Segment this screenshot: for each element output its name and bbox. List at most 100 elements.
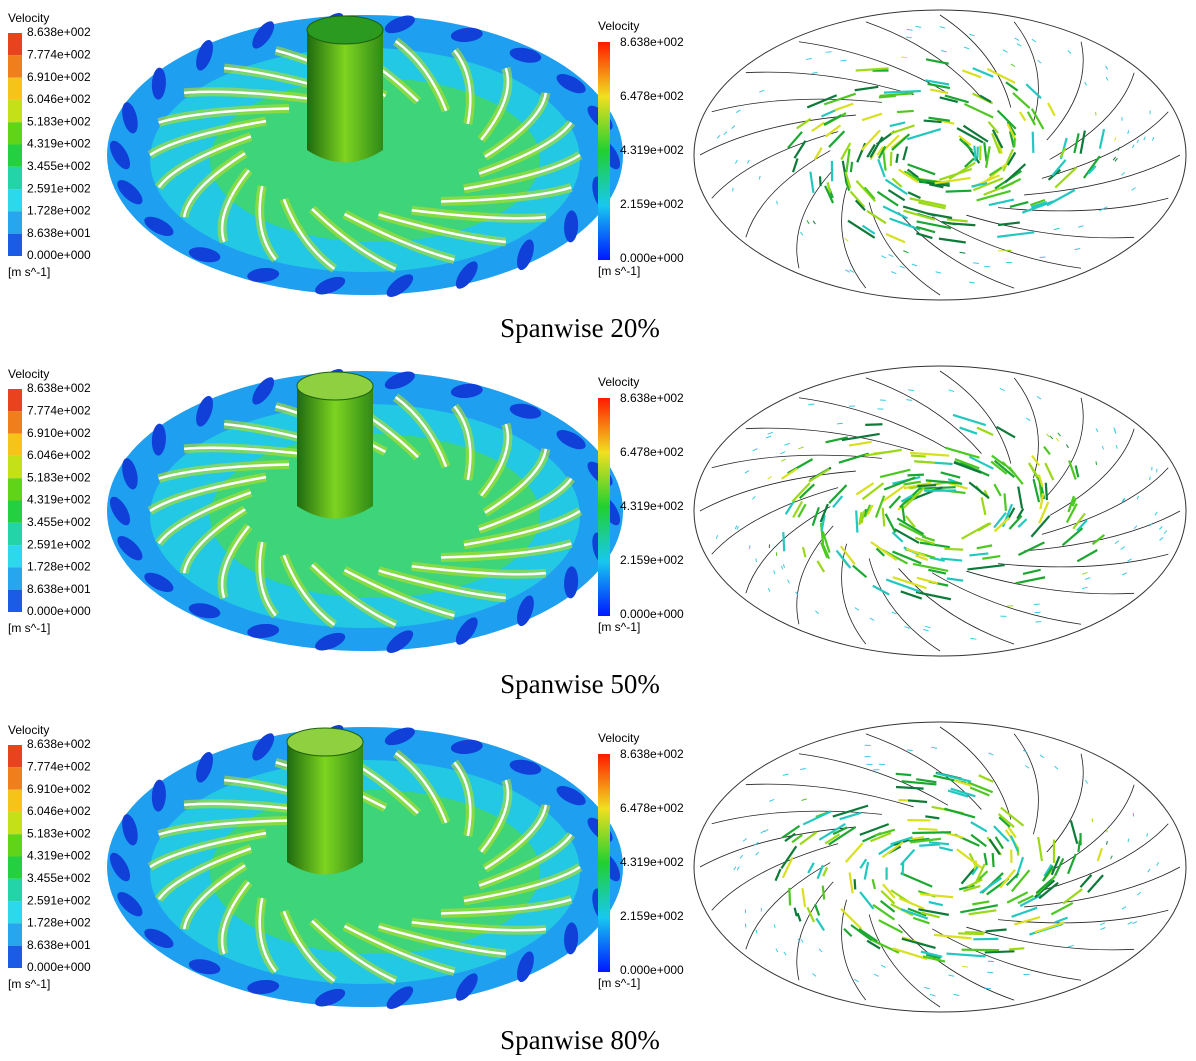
legend-label: 4.319e+002	[27, 137, 91, 151]
velocity-arrow	[984, 266, 990, 267]
legend-band	[8, 501, 22, 523]
velocity-arrow	[944, 549, 963, 550]
legend-label: 2.159e+002	[620, 553, 684, 567]
velocity-arrow	[865, 424, 882, 425]
hub-cylinder	[307, 30, 383, 163]
velocity-arrow	[820, 176, 821, 186]
legend-title: Velocity	[598, 375, 639, 389]
velocity-arrow	[855, 879, 856, 889]
legend-label: 6.046e+002	[27, 92, 91, 106]
legend-band	[8, 946, 22, 968]
velocity-arrow	[879, 96, 896, 97]
legend-label: 8.638e+001	[27, 582, 91, 596]
legend-label: 0.000e+000	[620, 607, 684, 621]
legend-label: 6.478e+002	[620, 89, 684, 103]
velocity-arrow	[777, 201, 778, 205]
legend-band	[8, 545, 22, 567]
legend-label: 2.159e+002	[620, 909, 684, 923]
caption: Spanwise 20%	[500, 313, 660, 343]
vector-disk	[694, 10, 1186, 300]
velocity-arrow	[1004, 493, 1005, 510]
velocity-arrow	[856, 510, 857, 532]
legend-band	[8, 100, 22, 122]
velocity-arrow	[891, 152, 892, 166]
legend-band	[8, 434, 22, 456]
legend-band	[8, 901, 22, 923]
velocity-arrow	[993, 853, 994, 867]
hub-cylinder	[297, 386, 373, 519]
hub-top	[287, 728, 363, 756]
legend-gradient	[598, 754, 610, 972]
legend-label: 1.728e+002	[27, 560, 91, 574]
hub-top	[297, 372, 373, 400]
legend-band	[8, 211, 22, 233]
figure: Velocity 8.638e+002 7.774e+002 6.910e+002 6.…	[0, 0, 1196, 1061]
velocity-arrow	[973, 263, 979, 264]
legend-band	[8, 834, 22, 856]
velocity-arrow	[908, 800, 927, 802]
legend-label: 8.638e+002	[620, 747, 684, 761]
legend-label: 8.638e+002	[620, 35, 684, 49]
legend-unit: [m s^-1]	[598, 620, 640, 634]
legend-label: 3.455e+002	[27, 515, 91, 529]
velocity-arrow	[826, 52, 832, 53]
velocity-arrow	[1046, 483, 1047, 500]
legend-label: 6.910e+002	[27, 70, 91, 84]
legend-unit: [m s^-1]	[8, 265, 50, 279]
velocity-arrow	[851, 162, 852, 172]
legend-label: 4.319e+002	[27, 493, 91, 507]
legend-unit: [m s^-1]	[8, 621, 50, 635]
legend-label: 6.046e+002	[27, 804, 91, 818]
velocity-arrow	[1009, 948, 1024, 949]
legend-label: 1.728e+002	[27, 916, 91, 930]
legend-band	[8, 590, 22, 612]
legend-label: 7.774e+002	[27, 403, 91, 417]
velocity-arrow	[896, 154, 897, 163]
legend-title: Velocity	[598, 19, 639, 33]
velocity-arrow	[919, 844, 940, 845]
velocity-arrow	[924, 121, 942, 122]
legend-label: 2.159e+002	[620, 197, 684, 211]
legend-label: 4.319e+002	[620, 499, 684, 513]
legend-label: 1.728e+002	[27, 204, 91, 218]
legend-label: 0.000e+000	[27, 604, 91, 618]
legend-label: 5.183e+002	[27, 114, 91, 128]
legend-band	[8, 523, 22, 545]
velocity-arrow	[907, 475, 924, 476]
legend-band	[8, 478, 22, 500]
hub-cylinder	[287, 742, 363, 875]
velocity-arrow	[1096, 461, 1097, 465]
legend-label: 4.319e+002	[620, 143, 684, 157]
legend-band	[8, 812, 22, 834]
velocity-arrow	[823, 886, 824, 900]
velocity-arrow	[897, 111, 914, 112]
caption: Spanwise 80%	[500, 1025, 660, 1055]
legend-title: Velocity	[8, 11, 49, 25]
legend-title: Velocity	[8, 723, 49, 737]
velocity-arrow	[917, 485, 936, 486]
legend-label: 6.046e+002	[27, 448, 91, 462]
velocity-arrow	[985, 951, 1015, 952]
velocity-arrow	[1147, 833, 1148, 837]
velocity-arrow	[946, 191, 972, 192]
vector-disk	[694, 366, 1186, 656]
legend-label: 3.455e+002	[27, 159, 91, 173]
legend-label: 5.183e+002	[27, 470, 91, 484]
velocity-arrow	[789, 888, 790, 906]
row: Velocity 8.638e+002 7.774e+002 6.910e+002 6.…	[8, 365, 1186, 699]
legend-label: 2.591e+002	[27, 893, 91, 907]
legend-label: 0.000e+000	[620, 251, 684, 265]
legend-label: 6.910e+002	[27, 782, 91, 796]
velocity-arrow	[918, 829, 938, 830]
velocity-arrow	[896, 774, 911, 775]
legend-label: 7.774e+002	[27, 759, 91, 773]
legend-label: 8.638e+002	[27, 381, 91, 395]
legend-label: 6.910e+002	[27, 426, 91, 440]
velocity-arrow	[783, 532, 784, 551]
legend-label: 5.183e+002	[27, 826, 91, 840]
velocity-arrow	[733, 188, 734, 192]
legend-label: 7.774e+002	[27, 47, 91, 61]
velocity-arrow	[901, 57, 907, 58]
legend-label: 2.591e+002	[27, 537, 91, 551]
velocity-arrow	[1033, 132, 1034, 153]
